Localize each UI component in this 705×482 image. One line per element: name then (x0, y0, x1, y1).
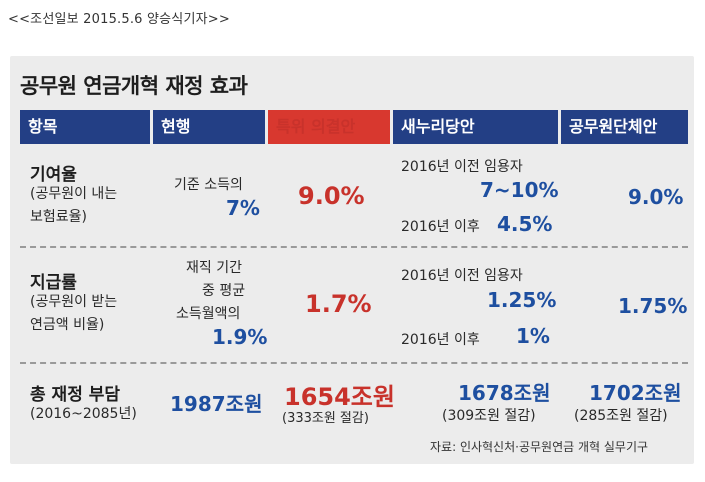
header-committee: 특위 의결안 (268, 110, 390, 144)
row2-desc-1: (공무원이 받는 (30, 294, 118, 310)
row1-saenuri-line2: 2016년 이후 (401, 219, 480, 235)
row1-saenuri-line1: 2016년 이전 임용자 (401, 159, 523, 175)
row3-current-value: 1987조원 (170, 392, 263, 416)
infographic-title: 공무원 연금개혁 재정 효과 (20, 74, 248, 98)
row1-union-value: 9.0% (628, 185, 684, 209)
row2-current-value: 1.9% (212, 325, 268, 349)
row1-label: 기여율 (30, 165, 77, 185)
row1-desc-1: (공무원이 내는 (30, 186, 118, 202)
row2-saenuri-line1: 2016년 이전 임용자 (401, 268, 523, 284)
row2-current-text-1: 재직 기간 (186, 260, 242, 276)
row-divider (20, 362, 688, 364)
row1-current-text: 기준 소득의 (174, 177, 243, 193)
row3-union-value: 1702조원 (589, 381, 682, 405)
row1-desc-2: 보험료율) (30, 209, 87, 225)
row2-current-text-3: 소득월액의 (176, 306, 241, 322)
row2-desc-2: 연금액 비율) (30, 317, 105, 333)
header-saenuri: 새누리당안 (393, 110, 558, 144)
row2-saenuri-value1: 1.25% (487, 288, 557, 312)
row2-current-text-2: 중 평균 (202, 283, 246, 299)
row3-saenuri-saving: (309조원 절감) (442, 408, 536, 424)
row3-saenuri-value: 1678조원 (458, 381, 551, 405)
row1-current-value: 7% (226, 196, 260, 220)
row3-committee-value: 1654조원 (284, 383, 395, 411)
row2-label: 지급률 (30, 273, 77, 293)
row1-committee-value: 9.0% (298, 182, 365, 210)
row1-saenuri-value1: 7~10% (480, 178, 559, 202)
row-divider (20, 246, 688, 248)
header-union: 공무원단체안 (561, 110, 688, 144)
header-item: 항목 (20, 110, 150, 144)
row1-saenuri-value2: 4.5% (497, 212, 553, 236)
row2-saenuri-value2: 1% (516, 324, 550, 348)
row3-desc: (2016~2085년) (30, 406, 137, 422)
row3-union-saving: (285조원 절감) (574, 408, 668, 424)
row3-committee-saving: (333조원 절감) (282, 411, 369, 426)
row2-saenuri-line2: 2016년 이후 (401, 332, 480, 348)
source-note: 자료: 인사혁신처·공무원연금 개혁 실무기구 (430, 440, 649, 454)
article-caption: <<조선일보 2015.5.6 양승식기자>> (8, 12, 230, 27)
row2-committee-value: 1.7% (305, 290, 372, 318)
header-current: 현행 (153, 110, 265, 144)
row3-label: 총 재정 부담 (30, 385, 121, 405)
row2-union-value: 1.75% (618, 294, 688, 318)
